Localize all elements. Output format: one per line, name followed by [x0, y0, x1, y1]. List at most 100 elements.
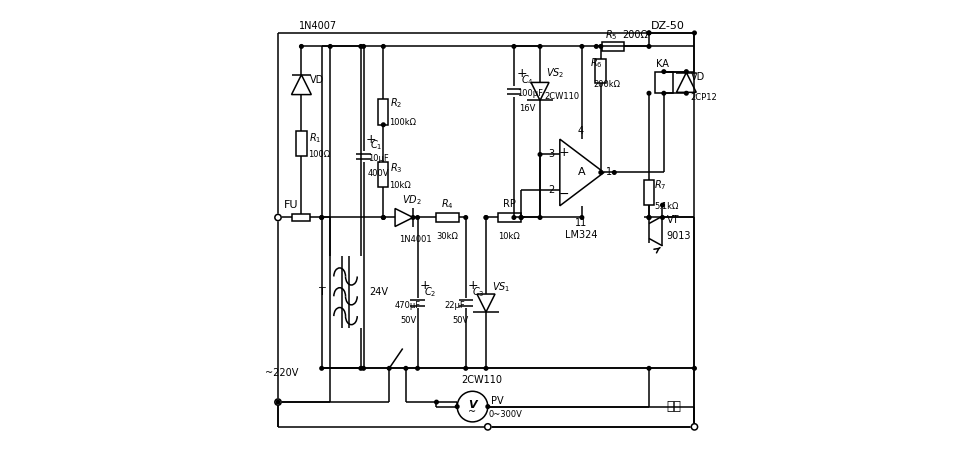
Circle shape	[519, 216, 523, 219]
Text: A: A	[578, 168, 586, 178]
Text: +: +	[559, 146, 570, 159]
Circle shape	[647, 31, 651, 35]
Text: $R_6$: $R_6$	[590, 56, 603, 70]
Circle shape	[382, 123, 385, 126]
Text: 100kΩ: 100kΩ	[389, 118, 416, 127]
Text: $R_3$: $R_3$	[390, 161, 402, 175]
Circle shape	[411, 216, 415, 219]
Text: ~: ~	[469, 407, 476, 417]
Text: $R_7$: $R_7$	[654, 178, 667, 192]
Circle shape	[580, 44, 584, 48]
Circle shape	[275, 399, 281, 405]
Circle shape	[519, 216, 523, 219]
Circle shape	[538, 216, 541, 219]
Circle shape	[647, 366, 651, 370]
Circle shape	[691, 424, 698, 430]
Bar	[596, 59, 607, 83]
Circle shape	[595, 44, 598, 48]
Text: 11: 11	[574, 218, 587, 228]
Circle shape	[684, 92, 688, 95]
Circle shape	[359, 44, 363, 48]
Text: 200Ω: 200Ω	[622, 30, 648, 40]
Circle shape	[320, 366, 324, 370]
Text: DZ-50: DZ-50	[651, 21, 685, 31]
Circle shape	[382, 216, 385, 219]
Circle shape	[485, 424, 491, 430]
Circle shape	[299, 44, 303, 48]
Text: 24V: 24V	[369, 287, 388, 297]
Bar	[378, 162, 388, 187]
Text: $R_5$: $R_5$	[605, 28, 617, 42]
Text: PV: PV	[491, 396, 503, 406]
Circle shape	[320, 216, 324, 219]
Text: $C_2$: $C_2$	[424, 285, 436, 299]
Text: 10kΩ: 10kΩ	[499, 232, 520, 241]
Text: VD: VD	[691, 72, 705, 82]
Circle shape	[662, 70, 666, 73]
Text: 50V: 50V	[452, 316, 469, 325]
Text: $C_3$: $C_3$	[472, 285, 485, 299]
Circle shape	[464, 366, 468, 370]
Circle shape	[684, 70, 688, 73]
Circle shape	[382, 216, 385, 219]
Text: +: +	[468, 280, 478, 293]
Text: +: +	[365, 133, 376, 146]
Text: 5.1kΩ: 5.1kΩ	[654, 202, 678, 211]
Text: KA: KA	[655, 58, 669, 68]
Circle shape	[538, 44, 541, 48]
Circle shape	[434, 400, 438, 404]
Text: ~220V: ~220V	[265, 368, 298, 378]
Circle shape	[512, 44, 516, 48]
Circle shape	[484, 366, 488, 370]
Text: 100Ω: 100Ω	[308, 150, 330, 159]
Bar	[293, 214, 310, 221]
Circle shape	[362, 44, 365, 48]
Text: 470µF: 470µF	[395, 301, 420, 310]
Circle shape	[276, 400, 280, 404]
Circle shape	[647, 31, 651, 35]
Circle shape	[382, 44, 385, 48]
Circle shape	[512, 216, 516, 219]
Circle shape	[647, 216, 651, 219]
Circle shape	[647, 92, 651, 95]
Text: $VD_2$: $VD_2$	[402, 193, 422, 207]
Text: V: V	[469, 400, 477, 410]
Text: T: T	[319, 287, 326, 297]
Circle shape	[661, 203, 664, 207]
Text: 1N4001: 1N4001	[399, 235, 433, 244]
Text: $R_2$: $R_2$	[390, 96, 402, 110]
Circle shape	[388, 366, 391, 370]
Circle shape	[647, 216, 651, 219]
Circle shape	[661, 216, 664, 219]
Circle shape	[486, 405, 490, 409]
Text: 1: 1	[607, 168, 612, 178]
Circle shape	[362, 366, 365, 370]
Bar	[603, 42, 624, 51]
Circle shape	[464, 216, 468, 219]
Text: $VS_1$: $VS_1$	[492, 280, 510, 294]
Text: 2: 2	[548, 185, 555, 195]
Circle shape	[580, 216, 584, 219]
Text: VD: VD	[309, 75, 324, 85]
Bar	[498, 212, 521, 222]
Text: 4: 4	[578, 126, 584, 136]
Text: 3: 3	[548, 149, 555, 159]
Text: 10kΩ: 10kΩ	[389, 182, 410, 190]
Text: +: +	[420, 280, 431, 293]
Text: $C_4$: $C_4$	[521, 73, 534, 87]
Circle shape	[416, 366, 419, 370]
Circle shape	[416, 216, 419, 219]
Text: $VS_2$: $VS_2$	[546, 67, 565, 80]
Text: 输出: 输出	[666, 400, 681, 413]
Bar	[296, 131, 307, 155]
Circle shape	[484, 216, 488, 219]
Text: $R_4$: $R_4$	[441, 197, 454, 211]
Text: +: +	[516, 67, 527, 80]
Bar	[655, 72, 673, 93]
Text: $R_1$: $R_1$	[309, 131, 321, 145]
Text: 400V: 400V	[368, 169, 390, 178]
Text: $C_1$: $C_1$	[369, 139, 382, 152]
Bar	[644, 180, 654, 205]
Text: 0~300V: 0~300V	[488, 410, 522, 419]
Text: 100µF: 100µF	[517, 89, 543, 98]
